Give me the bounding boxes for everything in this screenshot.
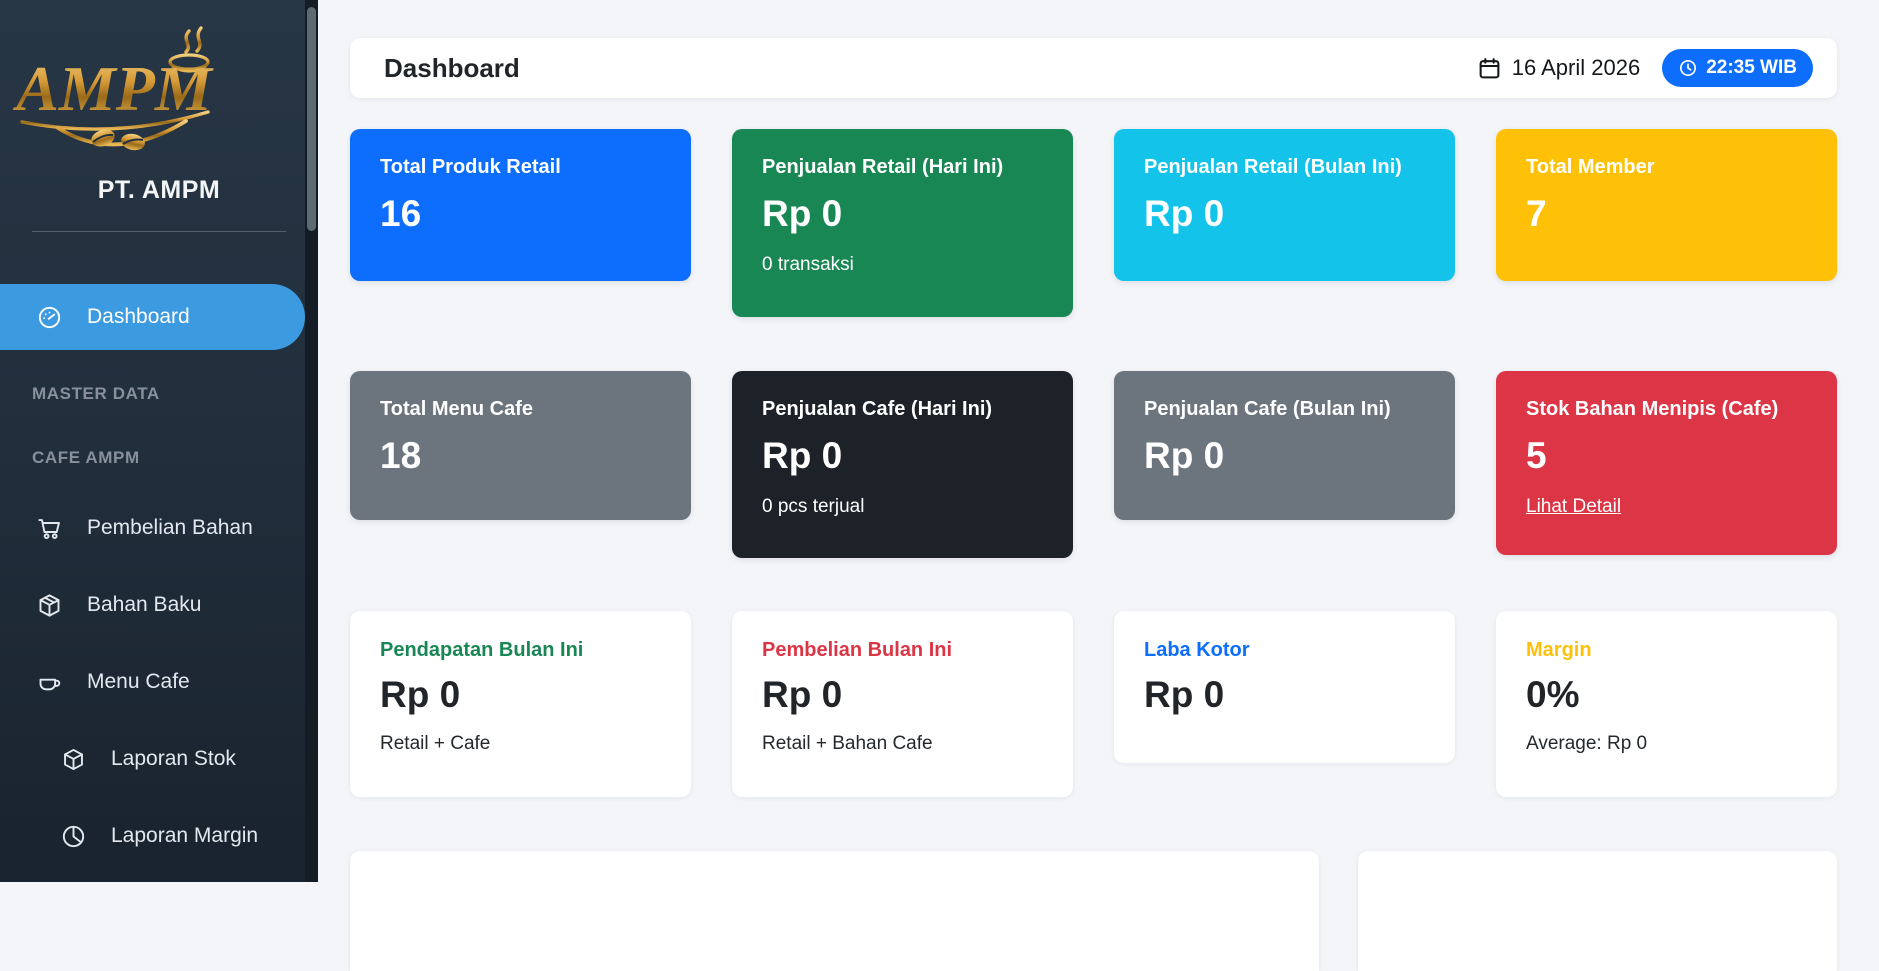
date-display: 16 April 2026 — [1477, 55, 1640, 81]
time-badge: 22:35 WIB — [1662, 49, 1813, 87]
main-content: Dashboard 16 April 2026 22:35 WIB — [318, 0, 1879, 971]
card-subtext: Retail + Bahan Cafe — [762, 732, 933, 754]
bottom-card-left — [350, 851, 1319, 971]
card-pendapatan-bulan: Pendapatan Bulan Ini Rp 0 Retail + Cafe — [350, 611, 691, 797]
clock-icon — [1680, 59, 1697, 77]
card-subtext: 0 pcs terjual — [762, 495, 865, 517]
steam-icon — [184, 26, 203, 54]
cup-icon — [168, 53, 210, 73]
card-value: Rp 0 — [762, 435, 843, 476]
card-penjualan-cafe-bulan: Penjualan Cafe (Bulan Ini) Rp 0 — [1114, 371, 1455, 520]
card-value: Rp 0 — [380, 674, 461, 715]
card-value: 7 — [1526, 193, 1547, 234]
card-penjualan-retail-hari: Penjualan Retail (Hari Ini) Rp 0 0 trans… — [732, 129, 1073, 317]
card-title: Penjualan Cafe (Hari Ini) — [762, 398, 993, 420]
svg-text:AMPM: AMPM — [12, 53, 214, 124]
section-cafe-ampm: CAFE AMPM — [32, 448, 140, 467]
sidebar-item-label: Laporan Margin — [111, 824, 259, 847]
page-title: Dashboard — [384, 52, 520, 83]
card-total-produk-retail: Total Produk Retail 16 — [350, 129, 691, 281]
sidebar-item-bahan-baku[interactable]: Bahan Baku — [0, 573, 318, 637]
sidebar-item-label: Pembelian Bahan — [87, 516, 253, 539]
card-value: Rp 0 — [762, 674, 843, 715]
card-penjualan-cafe-hari: Penjualan Cafe (Hari Ini) Rp 0 0 pcs ter… — [732, 371, 1073, 558]
cart-icon — [38, 518, 60, 539]
card-margin: Margin 0% Average: Rp 0 — [1496, 611, 1837, 797]
card-title: Pembelian Bulan Ini — [762, 639, 953, 661]
card-value: Rp 0 — [1144, 193, 1225, 234]
sidebar-scrollbar-thumb[interactable] — [307, 7, 316, 231]
coffee-bean-icon — [121, 133, 145, 151]
pie-chart-icon — [62, 825, 85, 847]
card-title: Pendapatan Bulan Ini — [380, 639, 584, 661]
sidebar-item-label: Dashboard — [87, 305, 190, 328]
cube-icon — [64, 748, 83, 770]
card-value: 16 — [380, 193, 422, 234]
date-text: 16 April 2026 — [1511, 55, 1641, 80]
coffee-cup-icon — [39, 678, 61, 690]
card-title: Margin — [1526, 639, 1592, 661]
card-title: Penjualan Retail (Hari Ini) — [762, 156, 1004, 178]
company-name: PT. AMPM — [97, 176, 221, 204]
sidebar-nav: Dashboard MASTER DATA CAFE AMPM Pembelia… — [0, 284, 318, 868]
coffee-logo-graphic: AMPM — [12, 26, 214, 151]
page-header: Dashboard 16 April 2026 22:35 WIB — [350, 38, 1837, 98]
coffee-bean-icon — [91, 129, 115, 147]
card-value: Rp 0 — [1144, 435, 1225, 476]
card-title: Penjualan Cafe (Bulan Ini) — [1144, 398, 1391, 420]
sidebar-item-laporan-stok[interactable]: Laporan Stok — [0, 727, 318, 791]
stats-row-3: Pendapatan Bulan Ini Rp 0 Retail + Cafe … — [350, 611, 1837, 797]
bottom-card-right — [1358, 851, 1837, 971]
card-title: Total Member — [1526, 156, 1655, 178]
card-subtext: 0 transaksi — [762, 253, 854, 275]
gauge-icon — [38, 306, 61, 328]
card-stok-bahan-menipis: Stok Bahan Menipis (Cafe) 5 Lihat Detail — [1496, 371, 1837, 555]
sidebar-item-label: Laporan Stok — [111, 747, 236, 770]
sidebar-scrollbar-track[interactable] — [305, 0, 318, 882]
card-title: Laba Kotor — [1144, 639, 1250, 661]
card-pembelian-bulan: Pembelian Bulan Ini Rp 0 Retail + Bahan … — [732, 611, 1073, 797]
sidebar-item-dashboard[interactable]: Dashboard — [0, 284, 305, 350]
stats-row-1: Total Produk Retail 16 Penjualan Retail … — [350, 129, 1837, 317]
sidebar: AMPM PT. AMPM Dashboard — [0, 0, 318, 882]
sidebar-divider — [32, 231, 286, 232]
lihat-detail-link[interactable]: Lihat Detail — [1526, 495, 1622, 517]
ampm-logo: AMPM — [0, 0, 318, 166]
card-subtext: Retail + Cafe — [380, 732, 491, 754]
card-total-member: Total Member 7 — [1496, 129, 1837, 281]
time-text: 22:35 WIB — [1706, 57, 1797, 78]
calendar-icon — [1479, 57, 1500, 78]
card-value: 18 — [380, 435, 422, 476]
package-icon — [39, 593, 60, 617]
card-title: Penjualan Retail (Bulan Ini) — [1144, 156, 1402, 178]
section-master-data: MASTER DATA — [32, 384, 160, 403]
sidebar-item-pembelian-bahan[interactable]: Pembelian Bahan — [0, 496, 318, 560]
card-value: 5 — [1526, 435, 1547, 476]
card-value: Rp 0 — [762, 193, 843, 234]
sidebar-item-label: Menu Cafe — [87, 670, 190, 693]
card-value: 0% — [1526, 674, 1580, 715]
bottom-row — [350, 851, 1837, 971]
sidebar-item-laporan-margin[interactable]: Laporan Margin — [0, 804, 318, 868]
card-value: Rp 0 — [1144, 674, 1225, 715]
card-subtext: Average: Rp 0 — [1526, 732, 1648, 754]
card-laba-kotor: Laba Kotor Rp 0 — [1114, 611, 1455, 763]
card-title: Total Menu Cafe — [380, 398, 533, 420]
card-total-menu-cafe: Total Menu Cafe 18 — [350, 371, 691, 520]
stats-row-2: Total Menu Cafe 18 Penjualan Cafe (Hari … — [350, 371, 1837, 558]
card-title: Total Produk Retail — [380, 156, 561, 178]
card-penjualan-retail-bulan: Penjualan Retail (Bulan Ini) Rp 0 — [1114, 129, 1455, 281]
header-right: 16 April 2026 22:35 WIB — [1477, 49, 1813, 87]
sidebar-item-label: Bahan Baku — [87, 593, 202, 616]
card-title: Stok Bahan Menipis (Cafe) — [1526, 398, 1779, 420]
sidebar-item-menu-cafe[interactable]: Menu Cafe — [0, 650, 318, 714]
